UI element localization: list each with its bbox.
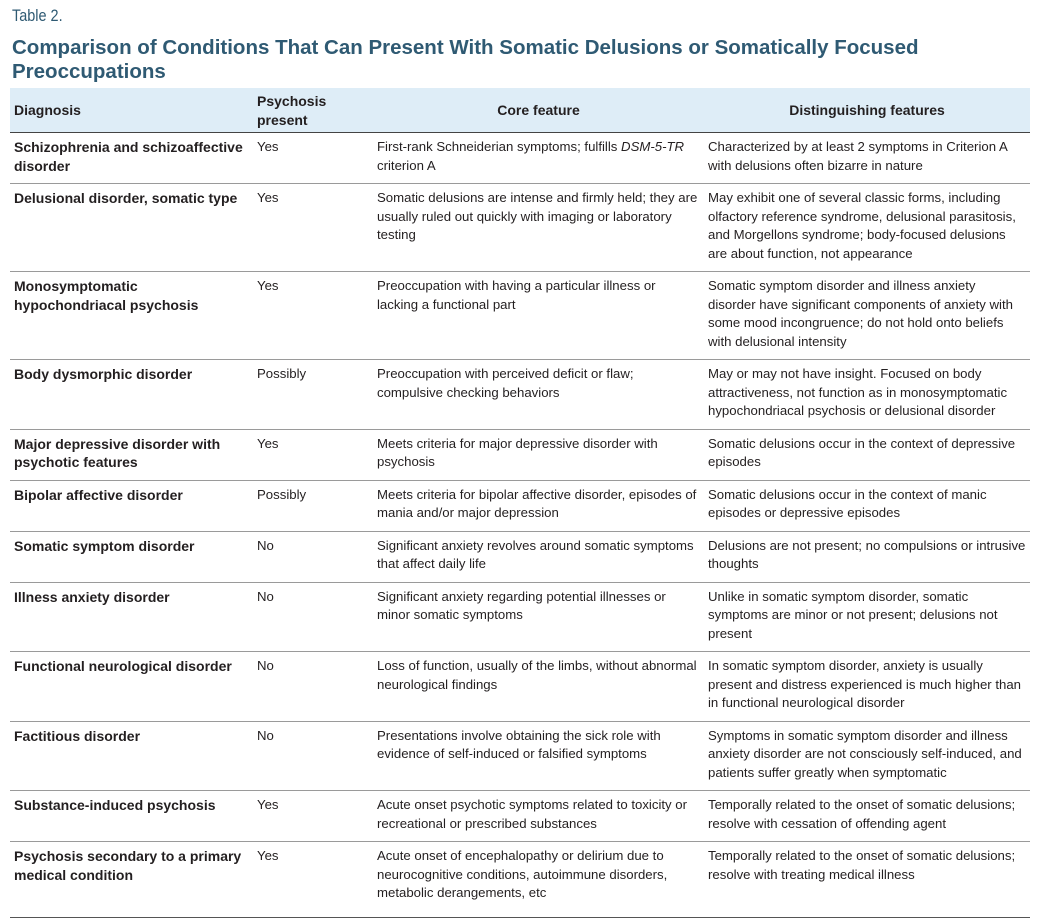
core-feature-cell: Meets criteria for bipolar affective dis… [373, 480, 704, 532]
psychosis-cell: Yes [253, 841, 373, 918]
header-distinguishing-features: Distinguishing features [704, 88, 1030, 133]
table-row: Substance-induced psychosis Yes Acute onse… [10, 790, 1030, 842]
diagnosis-cell: Psychosis secondary to a primary medical… [10, 841, 253, 918]
psychosis-cell: No [253, 531, 373, 583]
psychosis-cell: No [253, 582, 373, 652]
table-row: Illness anxiety disorder No Significant an… [10, 582, 1030, 652]
diagnosis-cell: Bipolar affective disorder [10, 480, 253, 532]
diagnosis-cell: Schizophrenia and schizoaffective disord… [10, 132, 253, 184]
core-feature-cell: Preoccupation with perceived deficit or … [373, 359, 704, 430]
distinguishing-cell: Delusions are not present; no compulsion… [704, 531, 1030, 583]
core-italic-text: DSM-5-TR [621, 139, 685, 154]
psychosis-cell: Yes [253, 132, 373, 184]
psychosis-cell: Yes [253, 183, 373, 272]
comparison-table: Diagnosis Psychosis present Core feature… [10, 88, 1030, 918]
table-header-row: Diagnosis Psychosis present Core feature… [10, 88, 1030, 133]
distinguishing-cell: May exhibit one of several classic forms… [704, 183, 1030, 272]
diagnosis-cell: Functional neurological disorder [10, 651, 253, 722]
core-feature-cell: First-rank Schneiderian symptoms; fulfil… [373, 132, 704, 184]
diagnosis-cell: Delusional disorder, somatic type [10, 183, 253, 272]
distinguishing-cell: Temporally related to the onset of somat… [704, 841, 1030, 918]
distinguishing-cell: In somatic symptom disorder, anxiety is … [704, 651, 1030, 722]
header-psychosis-present: Psychosis present [253, 88, 373, 133]
distinguishing-cell: Temporally related to the onset of somat… [704, 790, 1030, 842]
distinguishing-cell: Somatic symptom disorder and illness anx… [704, 271, 1030, 360]
psychosis-cell: Yes [253, 790, 373, 842]
table-row: Factitious disorder No Presentations invol… [10, 721, 1030, 791]
distinguishing-cell: Somatic delusions occur in the context o… [704, 480, 1030, 532]
table-label: Table 2. [12, 6, 63, 25]
core-feature-cell: Preoccupation with having a particular i… [373, 271, 704, 360]
distinguishing-cell: Unlike in somatic symptom disorder, soma… [704, 582, 1030, 652]
table-row: Bipolar affective disorder Possibly Meets … [10, 480, 1030, 532]
diagnosis-cell: Monosymptomatic hypochondriacal psychosi… [10, 271, 253, 360]
table-row: Functional neurological disorder No Loss o… [10, 651, 1030, 722]
psychosis-cell: No [253, 651, 373, 722]
diagnosis-cell: Factitious disorder [10, 721, 253, 791]
core-feature-cell: Significant anxiety revolves around soma… [373, 531, 704, 583]
distinguishing-cell: Characterized by at least 2 symptoms in … [704, 132, 1030, 184]
table-row: Major depressive disorder with psychotic… [10, 429, 1030, 481]
header-diagnosis: Diagnosis [10, 88, 253, 133]
diagnosis-cell: Somatic symptom disorder [10, 531, 253, 583]
core-feature-cell: Acute onset of encephalopathy or deliriu… [373, 841, 704, 918]
distinguishing-cell: May or may not have insight. Focused on … [704, 359, 1030, 430]
diagnosis-cell: Illness anxiety disorder [10, 582, 253, 652]
distinguishing-cell: Somatic delusions occur in the context o… [704, 429, 1030, 481]
table-row: Somatic symptom disorder No Significant an… [10, 531, 1030, 583]
diagnosis-cell: Body dysmorphic disorder [10, 359, 253, 430]
core-feature-cell: Significant anxiety regarding potential … [373, 582, 704, 652]
table-row: Delusional disorder, somatic type Yes Soma… [10, 183, 1030, 272]
header-core-feature: Core feature [373, 88, 704, 133]
psychosis-cell: Possibly [253, 480, 373, 532]
core-feature-cell: Presentations involve obtaining the sick… [373, 721, 704, 791]
table-row: Psychosis secondary to a primary medical… [10, 841, 1030, 918]
core-post-text: criterion A [377, 157, 436, 173]
core-feature-cell: Loss of function, usually of the limbs, … [373, 651, 704, 722]
psychosis-cell: Possibly [253, 359, 373, 430]
diagnosis-cell: Substance-induced psychosis [10, 790, 253, 842]
psychosis-cell: No [253, 721, 373, 791]
table-row: Schizophrenia and schizoaffective disord… [10, 132, 1030, 184]
psychosis-cell: Yes [253, 429, 373, 481]
core-feature-cell: Acute onset psychotic symptoms related t… [373, 790, 704, 842]
table-row: Monosymptomatic hypochondriacal psychosi… [10, 271, 1030, 360]
core-feature-cell: Meets criteria for major depressive diso… [373, 429, 704, 481]
diagnosis-cell: Major depressive disorder with psychotic… [10, 429, 253, 481]
table-title: Comparison of Conditions That Can Presen… [12, 36, 919, 83]
core-pre-text: First-rank Schneiderian symptoms; fulfil… [377, 139, 622, 154]
psychosis-cell: Yes [253, 271, 373, 360]
table-row: Body dysmorphic disorder Possibly Preoccup… [10, 359, 1030, 430]
distinguishing-cell: Symptoms in somatic symptom disorder and… [704, 721, 1030, 791]
core-feature-cell: Somatic delusions are intense and firmly… [373, 183, 704, 272]
